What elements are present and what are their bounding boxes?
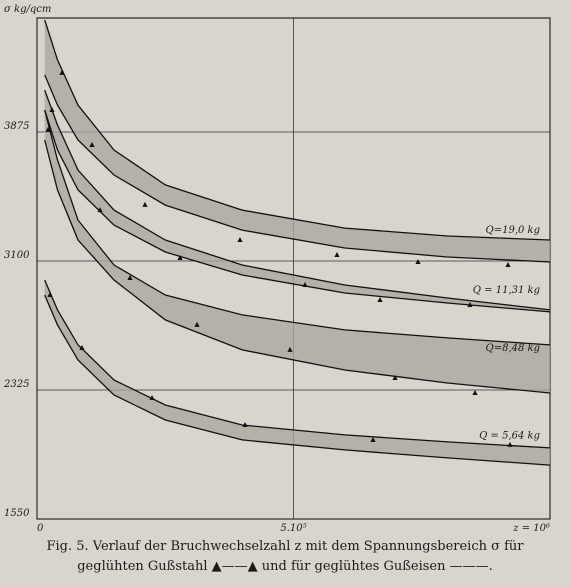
- steel-marker: [47, 291, 53, 297]
- y-axis-label: σ kg/qcm: [4, 4, 51, 15]
- steel-marker: [377, 296, 383, 302]
- curve: [44, 109, 551, 313]
- steel-marker: [242, 421, 248, 427]
- steel-marker: [79, 345, 85, 351]
- steel-marker: [392, 375, 398, 381]
- steel-marker: [370, 436, 376, 442]
- y-tick-label: 2325: [3, 379, 29, 390]
- y-tick-label: 3100: [4, 250, 30, 261]
- band-fill: [44, 20, 550, 262]
- x-tick-label: 0: [37, 523, 44, 534]
- steel-marker: [97, 207, 103, 213]
- band-fill: [44, 110, 550, 393]
- series-label: Q=19,0 kg: [486, 225, 540, 236]
- steel-marker: [127, 274, 133, 280]
- steel-marker: [467, 301, 473, 307]
- y-tick-label: 3875: [4, 121, 29, 132]
- curve: [44, 74, 551, 263]
- steel-marker: [45, 127, 51, 133]
- y-tick-label: 1550: [4, 508, 30, 519]
- curve: [44, 19, 551, 241]
- series-label: Q=8,48 kg: [486, 343, 540, 354]
- caption: Fig. 5. Verlauf der Bruchwechselzahl z m…: [46, 539, 524, 554]
- steel-marker: [194, 321, 200, 327]
- steel-marker: [505, 262, 511, 268]
- steel-marker: [334, 252, 340, 258]
- steel-marker: [237, 237, 243, 243]
- curve: [44, 109, 551, 346]
- steel-marker: [49, 107, 55, 113]
- steel-marker: [302, 281, 308, 287]
- steel-marker: [149, 394, 155, 400]
- curve: [44, 139, 551, 394]
- steel-marker: [177, 255, 183, 261]
- series-label: Q = 11,31 kg: [473, 285, 540, 296]
- caption: geglühten Gußstahl ▲——▲ und für geglühte…: [77, 559, 493, 574]
- x-tick-label: z = 10⁶: [512, 523, 550, 534]
- steel-marker: [507, 441, 513, 447]
- steel-marker: [89, 141, 95, 147]
- steel-marker: [142, 201, 148, 207]
- steel-marker: [415, 259, 421, 265]
- steel-marker: [472, 390, 478, 396]
- x-tick-label: 5.10⁵: [280, 523, 306, 534]
- curve: [44, 294, 551, 466]
- steel-marker: [59, 69, 65, 75]
- steel-marker: [287, 346, 293, 352]
- band-fill: [44, 280, 550, 466]
- curve: [44, 279, 551, 449]
- series-label: Q = 5,64 kg: [479, 430, 540, 441]
- curve: [44, 89, 551, 311]
